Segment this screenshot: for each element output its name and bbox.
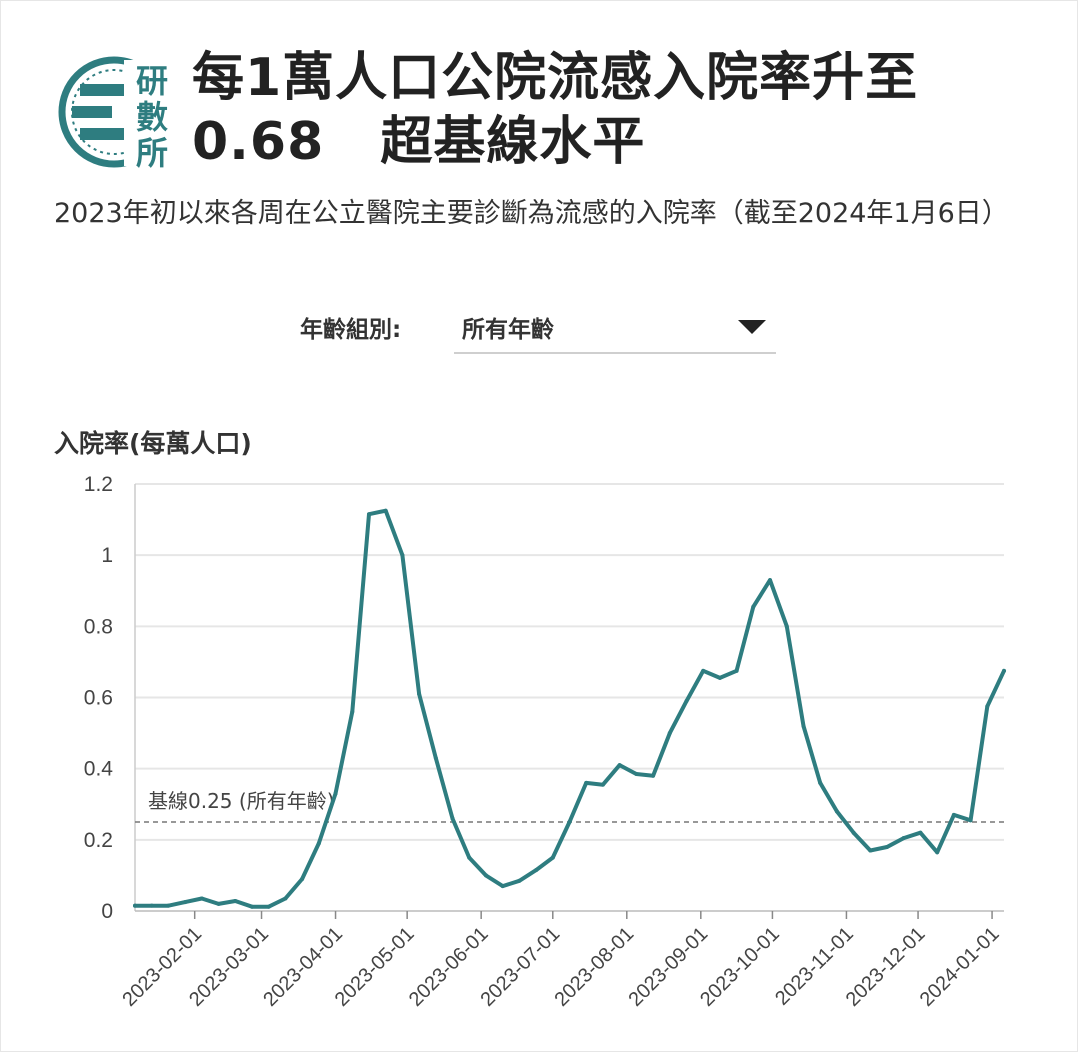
logo-bar-3 — [80, 128, 124, 140]
data-point — [366, 512, 371, 517]
data-point — [951, 812, 956, 817]
data-point — [266, 904, 271, 909]
data-point — [885, 844, 890, 849]
data-point — [417, 691, 422, 696]
y-tick-label: 1 — [101, 544, 113, 567]
title-value: 0.68 — [192, 112, 325, 172]
data-point — [350, 709, 355, 714]
data-point — [199, 896, 204, 901]
data-point — [784, 624, 789, 629]
data-point — [483, 873, 488, 878]
data-point — [651, 773, 656, 778]
data-point — [467, 855, 472, 860]
data-point — [517, 878, 522, 883]
y-tick-label: 0.2 — [84, 829, 113, 852]
y-tick-label: 0 — [101, 900, 113, 923]
data-point — [249, 904, 254, 909]
data-point — [383, 508, 388, 513]
logo-bar-2 — [72, 106, 112, 118]
y-tick-label: 0.8 — [84, 615, 113, 638]
data-point — [500, 884, 505, 889]
age-group-select[interactable]: 所有年齡 — [454, 306, 776, 354]
x-tick-label: 2023-08-01 — [550, 923, 638, 1011]
logo-char: 數 — [136, 98, 168, 136]
logo: 研數所 — [58, 56, 174, 172]
data-point — [701, 668, 706, 673]
data-point — [634, 772, 639, 777]
data-point — [617, 763, 622, 768]
logo-text: 研數所 — [136, 62, 168, 172]
title-rest: 超基線水平 — [380, 112, 646, 172]
baseline-label: 基線0.25 (所有年齡) — [148, 789, 335, 813]
data-point — [450, 816, 455, 821]
data-point — [600, 782, 605, 787]
data-point — [818, 780, 823, 785]
x-tick-label: 2024-01-01 — [916, 923, 1004, 1011]
data-point — [717, 675, 722, 680]
data-point — [216, 901, 221, 906]
data-point — [751, 604, 756, 609]
data-point — [550, 855, 555, 860]
data-point — [567, 820, 572, 825]
data-point — [734, 668, 739, 673]
data-point — [534, 868, 539, 873]
series-line — [133, 508, 1006, 909]
logo-text-bg — [124, 60, 174, 166]
data-point — [935, 850, 940, 855]
chevron-down-icon — [738, 320, 766, 334]
data-point — [868, 848, 873, 853]
logo-inner-ring — [71, 69, 157, 155]
data-point — [968, 818, 973, 823]
data-point — [283, 896, 288, 901]
title-line-2: 0.68 超基線水平 — [192, 110, 918, 174]
data-point — [985, 704, 990, 709]
select-value: 所有年齡 — [462, 317, 554, 343]
data-point — [768, 578, 773, 583]
data-point — [918, 830, 923, 835]
data-point — [667, 731, 672, 736]
y-tick-label: 0.4 — [84, 758, 114, 781]
data-point — [584, 780, 589, 785]
data-point — [901, 836, 906, 841]
data-point — [834, 809, 839, 814]
logo-bar-1 — [80, 84, 124, 96]
data-point — [133, 903, 137, 908]
data-point — [801, 723, 806, 728]
title-line-1: 每1萬人口公院流感入院率升至 — [192, 48, 919, 108]
data-point — [300, 876, 305, 881]
page-title: 每1萬人口公院流感入院率升至 0.68 超基線水平 — [192, 46, 918, 174]
page-subtitle: 2023年初以來各周在公立醫院主要診斷為流感的入院率（截至2024年1月6日） — [54, 198, 1009, 229]
data-point — [166, 903, 171, 908]
y-tick-label: 1.2 — [84, 473, 113, 496]
data-point — [333, 791, 338, 796]
data-point — [316, 841, 321, 846]
data-point — [233, 899, 238, 904]
data-point — [400, 553, 405, 558]
data-point — [851, 830, 856, 835]
data-point — [684, 699, 689, 704]
filter-label: 年齡組別: — [300, 317, 402, 343]
data-point — [149, 903, 154, 908]
y-axis-label: 入院率(每萬人口) — [54, 429, 252, 458]
data-point — [433, 755, 438, 760]
logo-char: 研 — [136, 62, 168, 100]
logo-char: 所 — [136, 134, 168, 172]
y-tick-label: 0.6 — [84, 687, 113, 710]
data-point — [1002, 668, 1006, 673]
data-point — [183, 900, 188, 905]
